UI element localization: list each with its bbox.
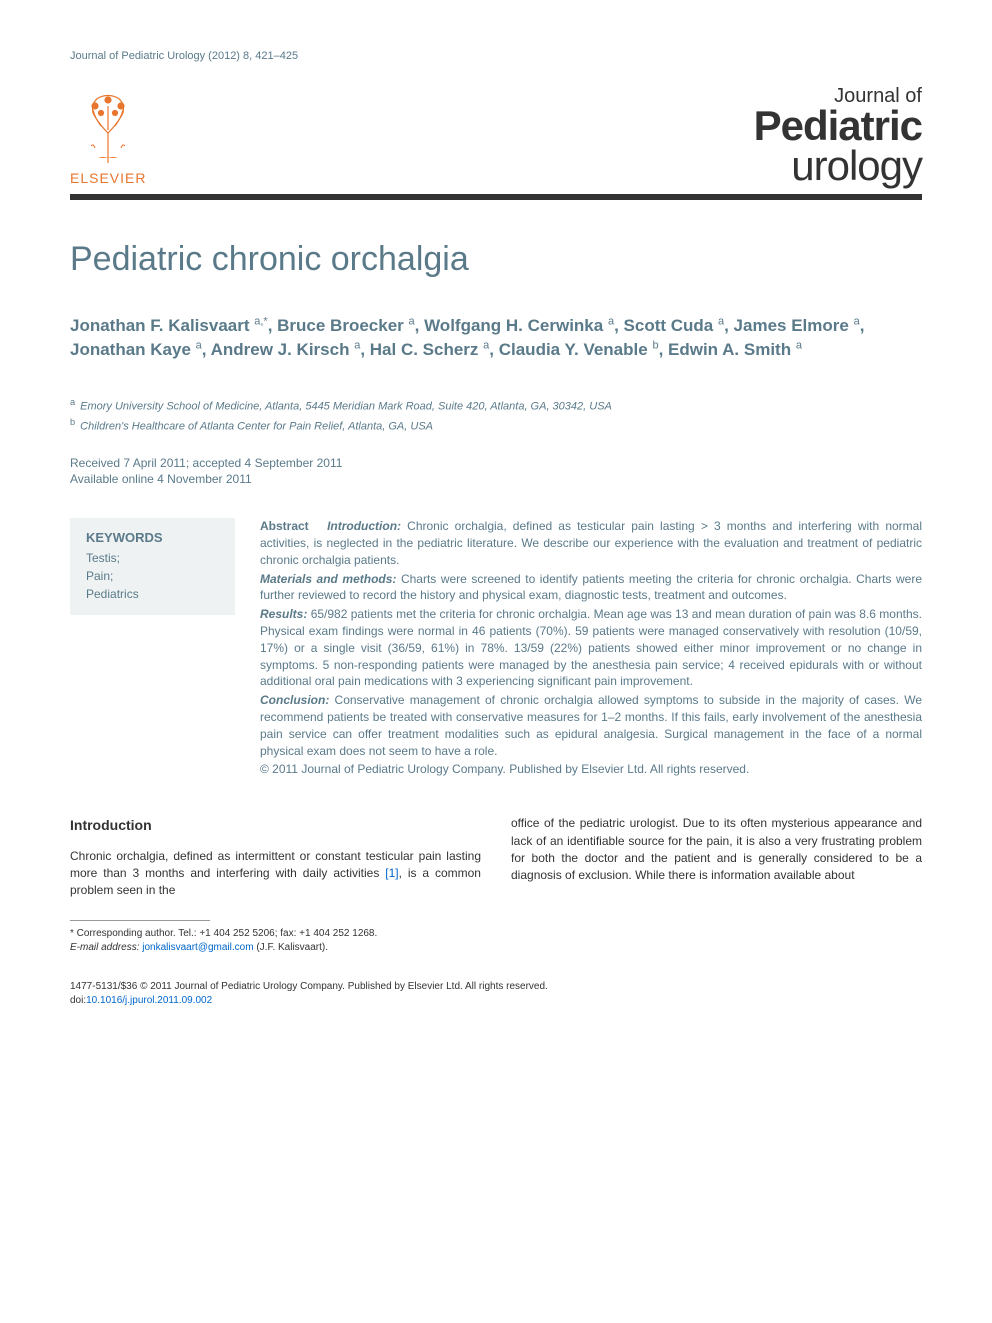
- body-column-left: Introduction Chronic orchalgia, defined …: [70, 815, 481, 899]
- author-list: Jonathan F. Kalisvaart a,*, Bruce Broeck…: [70, 314, 922, 362]
- introduction-heading: Introduction: [70, 815, 481, 835]
- abstract-copyright: © 2011 Journal of Pediatric Urology Comp…: [260, 761, 922, 778]
- journal-logo-line3: urology: [754, 146, 922, 186]
- online-date: Available online 4 November 2011: [70, 471, 922, 488]
- body-column-right: office of the pediatric urologist. Due t…: [511, 815, 922, 899]
- intro-label: Introduction:: [327, 519, 401, 533]
- footnotes: * Corresponding author. Tel.: +1 404 252…: [70, 927, 922, 955]
- elsevier-logo: ELSEVIER: [70, 88, 146, 186]
- results-label: Results:: [260, 607, 307, 621]
- methods-label: Materials and methods:: [260, 572, 396, 586]
- body-text-2: office of the pediatric urologist. Due t…: [511, 815, 922, 885]
- issn-copyright: 1477-5131/$36 © 2011 Journal of Pediatri…: [70, 980, 922, 994]
- footnote-divider: [70, 920, 210, 921]
- email-suffix: (J.F. Kalisvaart).: [256, 942, 328, 953]
- keywords-box: KEYWORDS Testis;Pain;Pediatrics: [70, 518, 235, 615]
- corresponding-author-note: * Corresponding author. Tel.: +1 404 252…: [70, 927, 922, 941]
- elsevier-tree-icon: [73, 88, 143, 168]
- header-row: ELSEVIER Journal of Pediatric urology: [70, 87, 922, 186]
- received-accepted-date: Received 7 April 2011; accepted 4 Septem…: [70, 455, 922, 472]
- body-columns: Introduction Chronic orchalgia, defined …: [70, 815, 922, 899]
- elsevier-name: ELSEVIER: [70, 170, 146, 186]
- reference-link-1[interactable]: [1]: [385, 866, 398, 880]
- abstract-conclusion: Conservative management of chronic orcha…: [260, 693, 922, 757]
- affiliations: a Emory University School of Medicine, A…: [70, 396, 922, 434]
- journal-logo-line2: Pediatric: [754, 106, 922, 146]
- keywords-heading: KEYWORDS: [86, 530, 219, 545]
- doi-label: doi:: [70, 995, 86, 1006]
- email-label: E-mail address:: [70, 942, 139, 953]
- abstract-label: Abstract: [260, 519, 309, 533]
- abstract-results: 65/982 patients met the criteria for chr…: [260, 607, 922, 688]
- conclusion-label: Conclusion:: [260, 693, 329, 707]
- abstract-section: KEYWORDS Testis;Pain;Pediatrics Abstract…: [70, 518, 922, 780]
- doi-link[interactable]: 10.1016/j.jpurol.2011.09.002: [86, 995, 212, 1006]
- journal-logo: Journal of Pediatric urology: [754, 87, 922, 186]
- journal-reference: Journal of Pediatric Urology (2012) 8, 4…: [70, 50, 922, 62]
- publisher-footer: 1477-5131/$36 © 2011 Journal of Pediatri…: [70, 980, 922, 1008]
- keywords-list: Testis;Pain;Pediatrics: [86, 549, 219, 603]
- author-email-link[interactable]: jonkalisvaart@gmail.com: [142, 942, 253, 953]
- abstract-text: Abstract Introduction: Chronic orchalgia…: [260, 518, 922, 780]
- header-divider: [70, 194, 922, 200]
- article-title: Pediatric chronic orchalgia: [70, 240, 922, 279]
- article-dates: Received 7 April 2011; accepted 4 Septem…: [70, 455, 922, 489]
